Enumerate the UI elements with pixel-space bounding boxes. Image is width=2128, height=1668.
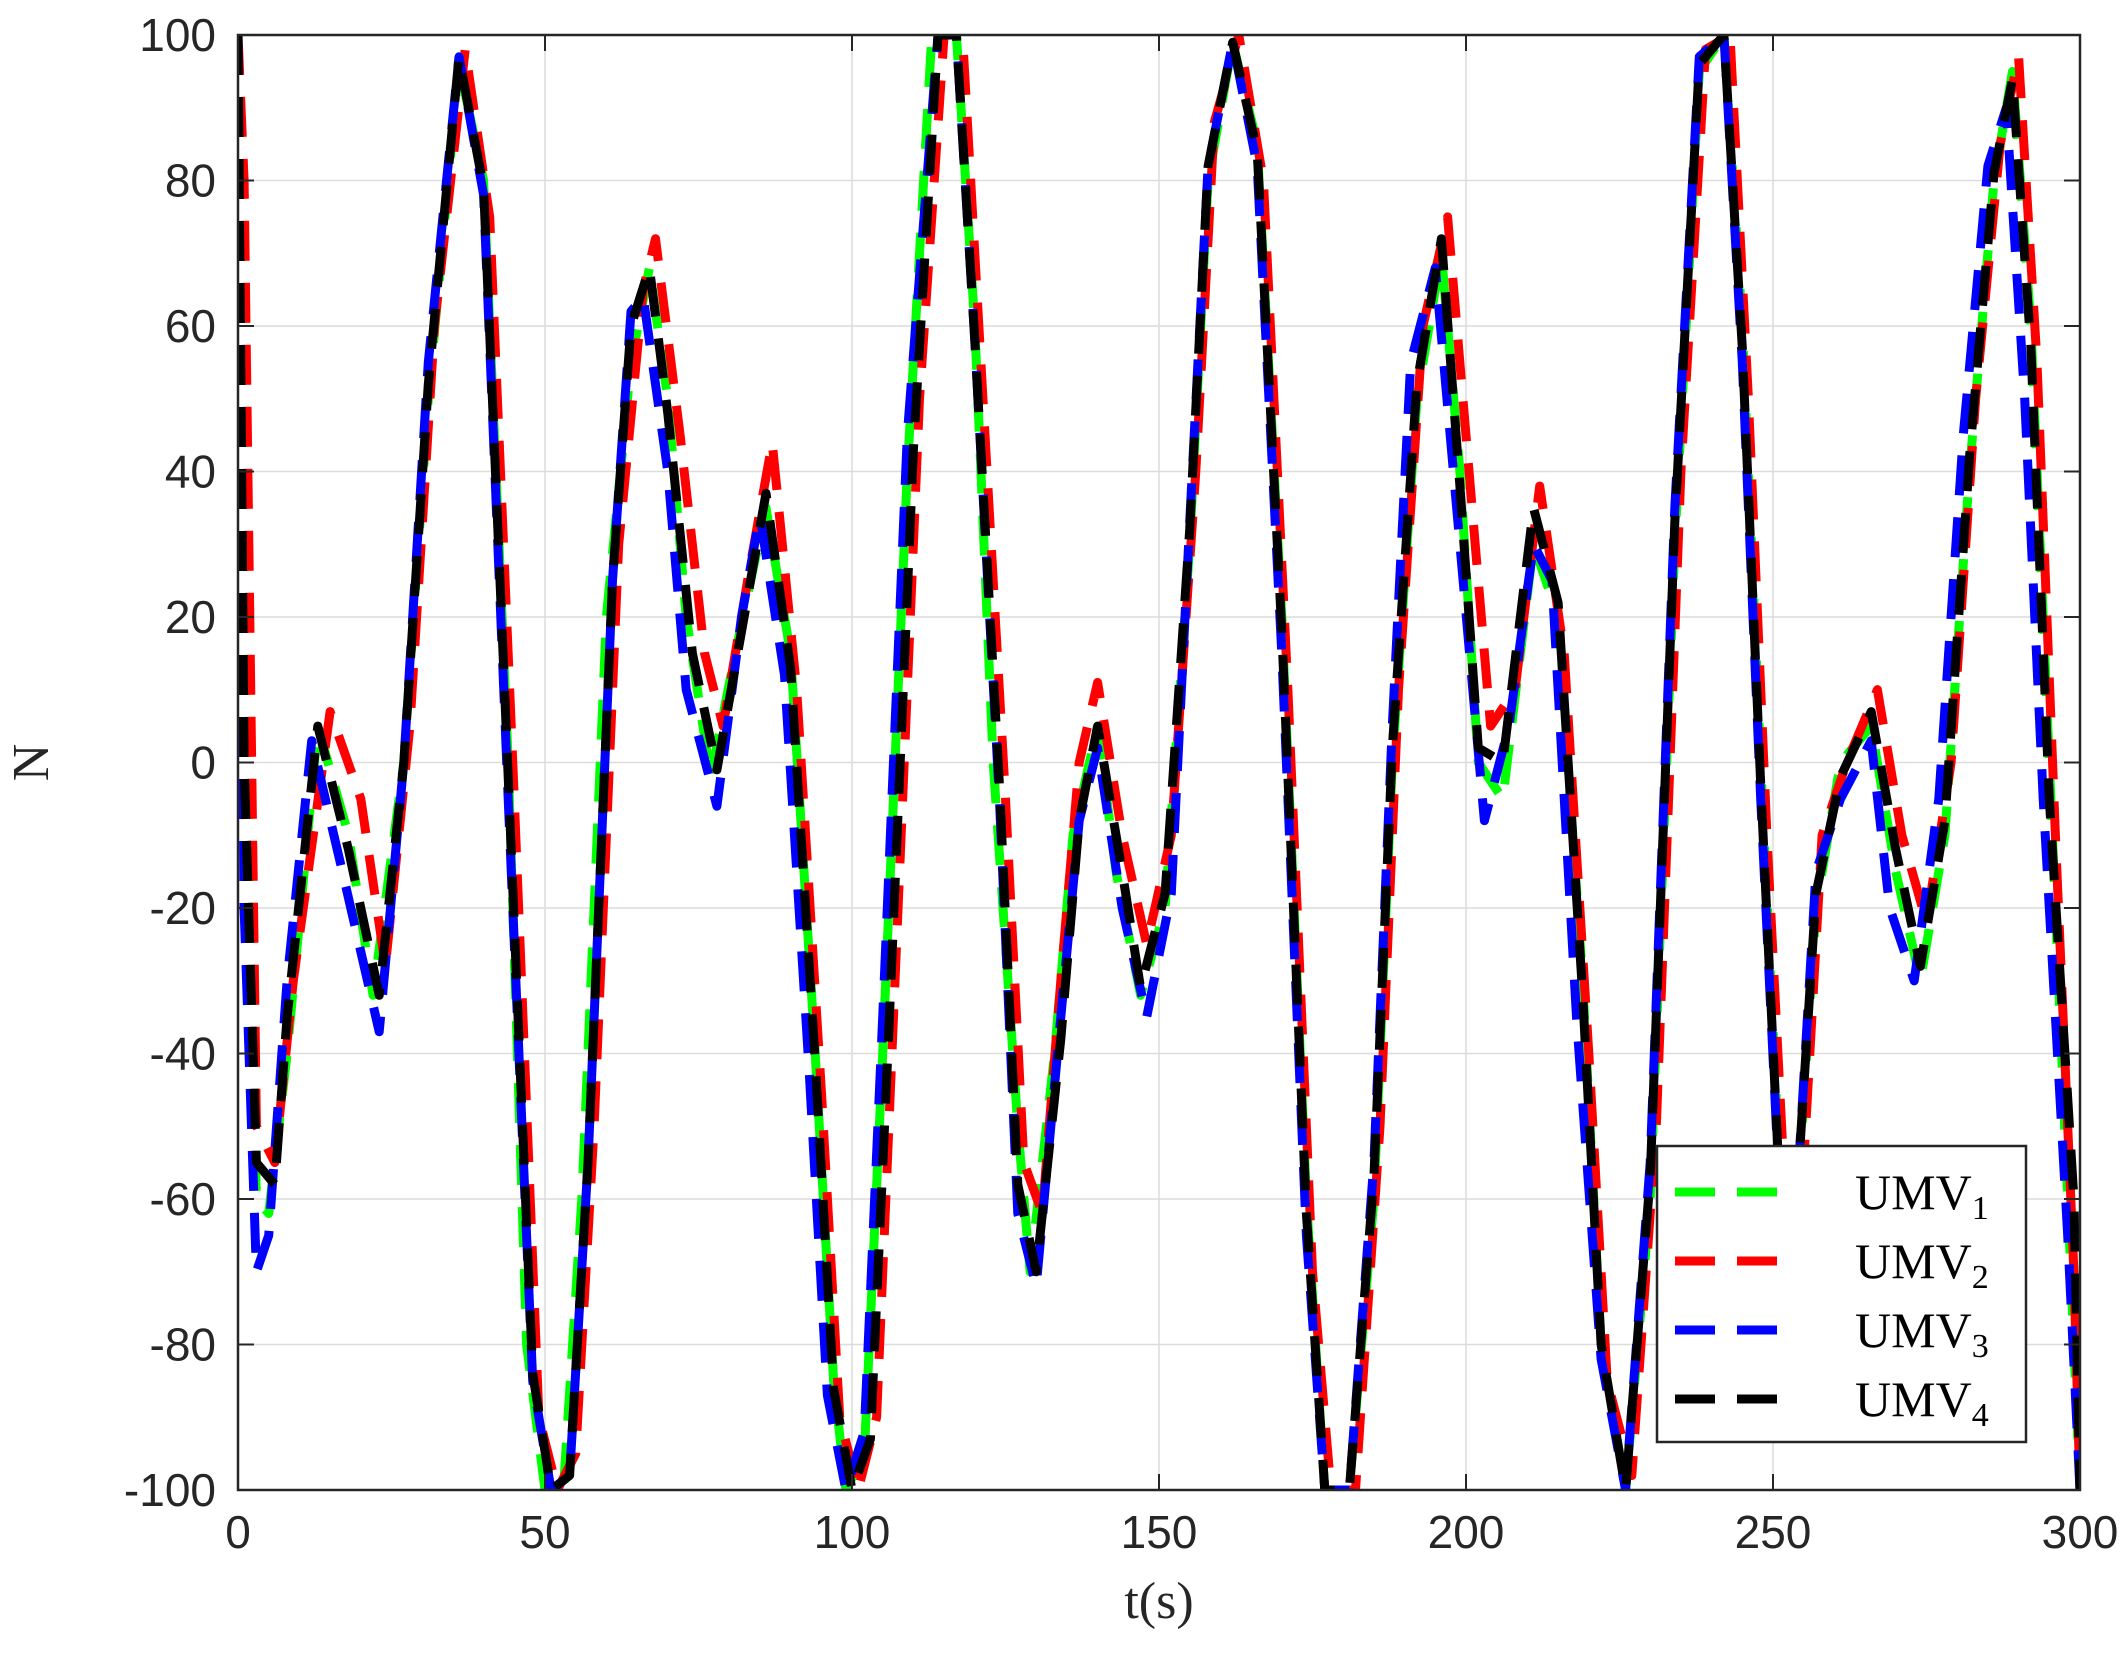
x-axis-label: t(s)	[1124, 1573, 1193, 1630]
x-tick-label: 250	[1735, 1506, 1812, 1558]
legend-label-name: UMV	[1855, 1371, 1972, 1427]
x-tick-label: 0	[225, 1506, 251, 1558]
x-tick-label: 200	[1428, 1506, 1505, 1558]
legend-box	[1655, 1144, 2028, 1444]
y-tick-label: 100	[139, 9, 216, 61]
y-axis-label: N	[3, 744, 60, 782]
x-tick-label: 300	[2042, 1506, 2119, 1558]
y-tick-label: -60	[150, 1173, 216, 1225]
legend-label-umv2: UMV2	[1855, 1233, 1989, 1296]
x-tick-label: 150	[1121, 1506, 1198, 1558]
x-tick-label: 50	[519, 1506, 570, 1558]
y-tick-label: -80	[150, 1319, 216, 1371]
y-tick-label: 60	[165, 300, 216, 352]
y-tick-label: 80	[165, 155, 216, 207]
legend-label-umv4: UMV4	[1855, 1371, 1989, 1434]
legend-label-name: UMV	[1855, 1302, 1972, 1358]
y-tick-label: 0	[190, 737, 216, 789]
y-tick-label: -20	[150, 882, 216, 934]
tick-marks	[237, 34, 2081, 1491]
y-tick-label: -40	[150, 1028, 216, 1080]
y-tick-labels: -100 -80 -60 -40 -20 0 20 40 60 80 100	[124, 9, 216, 1516]
legend-label-subscript: 3	[1972, 1328, 1989, 1365]
legend-label-name: UMV	[1855, 1233, 1972, 1289]
legend-label-umv1: UMV1	[1855, 1164, 1989, 1227]
legend-label-subscript: 2	[1972, 1259, 1989, 1296]
y-tick-label: -100	[124, 1464, 216, 1516]
legend-label-subscript: 1	[1972, 1190, 1989, 1227]
legend-label-subscript: 4	[1972, 1397, 1989, 1434]
legend-label-name: UMV	[1855, 1164, 1972, 1220]
y-tick-label: 40	[165, 446, 216, 498]
x-tick-labels: 0 50 100 150 200 250 300	[225, 1506, 2118, 1558]
x-tick-label: 100	[814, 1506, 891, 1558]
legend-label-umv3: UMV3	[1855, 1302, 1989, 1365]
y-tick-label: 20	[165, 591, 216, 643]
